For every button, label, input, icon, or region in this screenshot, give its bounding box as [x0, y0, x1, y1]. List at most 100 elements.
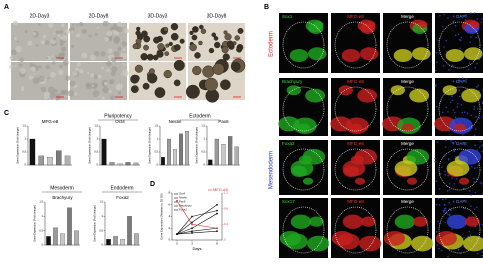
nucleus	[473, 181, 475, 183]
nucleus	[436, 61, 438, 64]
spheroid	[226, 40, 234, 48]
texture	[97, 26, 100, 29]
texture	[117, 91, 121, 95]
spheroid	[189, 43, 197, 52]
texture	[14, 64, 17, 68]
texture	[101, 66, 105, 70]
texture	[97, 74, 102, 79]
column-header: 3D-Day8	[207, 13, 227, 19]
bar	[101, 138, 107, 166]
nucleus	[437, 220, 439, 223]
nucleus	[453, 111, 456, 114]
signal	[394, 214, 416, 229]
nucleus	[481, 150, 483, 153]
nucleus	[447, 69, 450, 71]
fluorescence-image: Merge	[383, 13, 432, 73]
channel-label: Merge	[401, 79, 414, 84]
nucleus	[456, 178, 458, 180]
texture	[59, 36, 63, 40]
micrograph	[9, 60, 71, 101]
nucleus	[457, 249, 460, 251]
texture	[94, 32, 98, 36]
spheroid	[173, 59, 185, 71]
texture	[110, 71, 116, 77]
nucleus	[439, 173, 442, 175]
y-tick-label: 0	[25, 163, 27, 167]
nucleus	[481, 251, 483, 253]
signal	[463, 235, 483, 252]
texture	[70, 30, 74, 34]
texture	[104, 37, 110, 42]
outline	[282, 206, 325, 254]
nucleus	[477, 164, 480, 167]
outline	[386, 86, 429, 132]
spheroid	[140, 53, 148, 61]
panel-label: A	[4, 4, 9, 11]
spheroid	[148, 68, 155, 75]
channel-label: Merge	[401, 199, 414, 204]
y-tick-label: 1	[25, 137, 27, 141]
panel-label: C	[4, 110, 9, 117]
texture	[117, 46, 122, 52]
signal	[313, 21, 324, 29]
spheroid	[146, 53, 154, 61]
y-axis-label: Gene Expression (Fold change)	[195, 127, 199, 164]
nucleus	[473, 208, 476, 210]
texture	[107, 48, 113, 54]
channel-label: Sox17	[282, 199, 295, 204]
nucleus	[445, 198, 447, 200]
nucleus	[461, 77, 464, 79]
bar	[117, 163, 123, 166]
signal	[394, 160, 418, 177]
outline	[438, 206, 481, 254]
outline	[282, 86, 325, 132]
y-tick-label: 1.5	[39, 200, 43, 204]
outline	[334, 21, 377, 69]
y2-tick-label: 0	[224, 238, 226, 242]
texture	[81, 52, 88, 59]
nucleus	[470, 205, 472, 208]
nucleus	[454, 116, 457, 119]
channel-label: Brachyury	[282, 79, 303, 84]
fluorescence-image: + DAPI	[434, 77, 483, 137]
nucleus	[438, 247, 440, 250]
outline	[334, 86, 377, 132]
chart-title: Foxa2	[116, 195, 129, 200]
texture	[15, 45, 22, 53]
spheroid	[234, 35, 240, 41]
texture	[16, 40, 19, 43]
x-tick-label: 0	[176, 242, 178, 246]
point	[216, 212, 218, 215]
texture	[90, 73, 95, 78]
point	[176, 199, 178, 202]
nucleus	[454, 140, 456, 143]
spheroid	[173, 79, 181, 87]
nucleus	[476, 108, 479, 110]
chart-title: Oct4	[115, 119, 125, 124]
point	[191, 215, 193, 218]
y-tick-label: 0.5	[154, 150, 158, 154]
texture	[71, 44, 75, 48]
spheroid	[221, 46, 229, 54]
texture	[44, 40, 50, 45]
spheroid	[211, 32, 217, 38]
texture	[115, 83, 123, 91]
nucleus	[458, 79, 461, 82]
texture	[120, 52, 128, 60]
x-axis-label: Days	[192, 246, 201, 251]
y-tick-label: 0	[42, 243, 44, 247]
signal	[354, 148, 378, 165]
texture	[85, 82, 93, 90]
y2-tick-label: 1.2	[224, 191, 228, 195]
texture	[20, 86, 25, 90]
nucleus	[444, 146, 447, 148]
texture	[45, 64, 51, 70]
bar	[109, 162, 115, 166]
outline	[334, 206, 377, 254]
y2-tick-label: 0.4	[224, 222, 228, 226]
spheroid	[222, 53, 230, 61]
micrograph	[129, 59, 186, 100]
nucleus	[452, 20, 455, 23]
bar	[179, 133, 183, 166]
chart-title: MFG-e8	[42, 119, 59, 124]
